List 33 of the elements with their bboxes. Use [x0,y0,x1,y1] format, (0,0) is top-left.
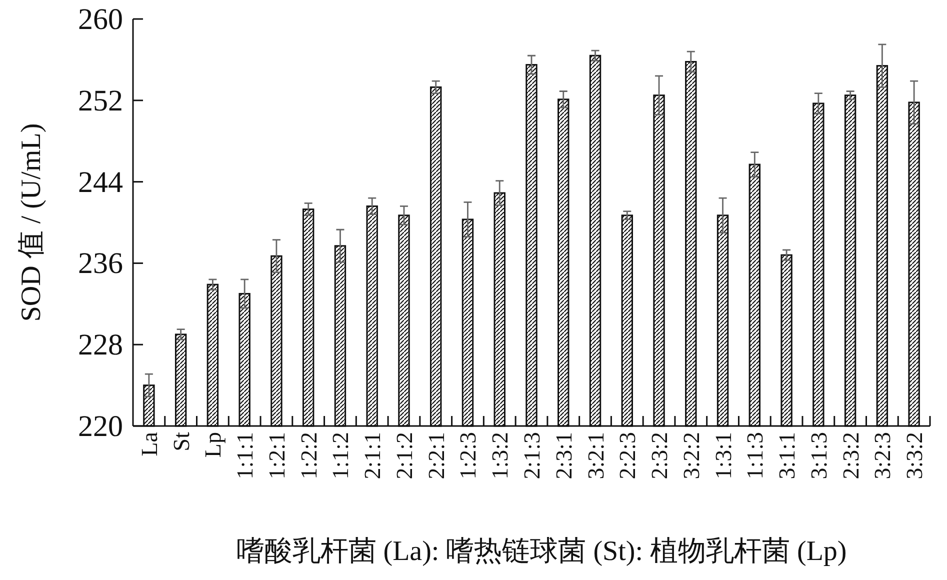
x-tick-label: 2:3:2 [838,432,864,480]
y-tick-label: 244 [78,166,123,199]
x-tick-label: 1:2:1 [264,432,290,480]
x-tick-label: 3:2:1 [583,432,608,480]
x-tick-label: 2:3:2 [647,432,672,480]
x-tick-label: 3:1:3 [806,432,832,480]
x-tick-label: 2:3:1 [551,432,576,480]
x-tick-label: 2:2:3 [615,432,640,480]
y-tick-label: 236 [78,247,123,280]
y-tick-label: 252 [78,84,123,118]
x-tick-label: 1:1:1 [232,432,258,480]
x-tick-label: 1:3:2 [488,432,513,480]
x-tick-label: 3:2:2 [678,432,704,480]
y-axis-title: SOD 值 / (U/mL) [16,123,47,322]
y-tick-label: 260 [78,3,123,36]
x-tick-label: 3:3:2 [902,432,928,480]
x-tick-label: St [168,431,194,452]
x-tick-label: 1:2:2 [296,432,322,480]
x-tick-label: 3:1:1 [774,432,800,480]
x-tick-label: 3:2:3 [870,432,896,480]
x-tick-label: 2:1:3 [520,432,544,480]
y-tick-label: 220 [78,410,123,443]
x-tick-label: 1:1:2 [328,432,354,480]
x-tick-label: 2:1:2 [392,432,417,480]
x-axis-title: 嗜酸乳杆菌 (La): 嗜热链球菌 (St): 植物乳杆菌 (Lp) [236,536,847,567]
y-tick-label: 228 [78,328,123,362]
x-tick-label: 1:2:3 [456,432,481,480]
x-tick-label: La [136,432,162,456]
x-tick-label: 1:1:3 [742,432,768,480]
x-tick-label: 1:3:1 [710,432,736,480]
x-tick-label: 2:2:1 [424,432,449,480]
x-tick-label: Lp [200,432,226,458]
x-tick-label: 2:1:1 [360,432,386,480]
